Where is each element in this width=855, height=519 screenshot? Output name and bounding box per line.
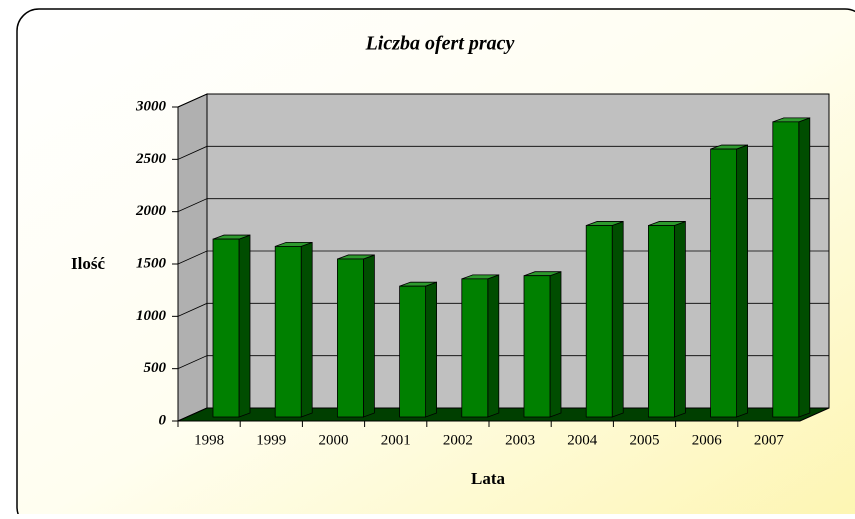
x-tick-label: 2003 — [505, 432, 535, 448]
bar-side — [736, 144, 748, 418]
chart-title: Liczba ofert pracy — [365, 33, 515, 55]
bar — [772, 121, 800, 418]
bar-side — [798, 117, 811, 418]
x-tick-label: 2001 — [381, 432, 411, 448]
bar-side — [611, 220, 624, 418]
grid-line — [177, 198, 829, 213]
bar-side — [300, 241, 313, 418]
grid-line — [177, 93, 829, 108]
bar — [336, 258, 364, 418]
bar-side — [425, 281, 438, 418]
y-tick-label: 1500 — [136, 255, 167, 271]
bar — [523, 275, 551, 418]
x-tick-label: 1998 — [194, 432, 224, 448]
x-axis-label: Lata — [471, 469, 506, 488]
bar-side — [238, 234, 251, 418]
y-tick-label: 500 — [144, 360, 167, 376]
x-tick-label: 2005 — [630, 432, 660, 448]
bar — [399, 285, 427, 418]
bar-side — [674, 220, 686, 418]
bar — [648, 225, 675, 418]
x-tick-label: 1999 — [256, 432, 286, 448]
bar — [710, 148, 737, 418]
x-tick-label: 2004 — [567, 432, 598, 448]
bar-side — [549, 271, 562, 418]
x-tick-label: 2007 — [754, 432, 785, 448]
x-tick-label: 2006 — [692, 432, 723, 448]
y-tick-label: 3000 — [135, 98, 167, 114]
y-tick-label: 0 — [159, 412, 167, 428]
bar — [585, 225, 613, 418]
bar-side — [362, 254, 375, 418]
bar — [274, 245, 302, 418]
y-tick-label: 1000 — [136, 308, 167, 324]
bar — [212, 238, 240, 418]
y-axis-label: Ilość — [71, 254, 105, 273]
x-tick-label: 2000 — [319, 432, 349, 448]
y-tick-label: 2500 — [135, 151, 167, 167]
grid-line — [177, 145, 829, 160]
y-tick-label: 2000 — [135, 203, 167, 219]
x-tick-label: 2002 — [443, 432, 473, 448]
bar-side — [487, 274, 500, 418]
bar — [461, 278, 489, 418]
